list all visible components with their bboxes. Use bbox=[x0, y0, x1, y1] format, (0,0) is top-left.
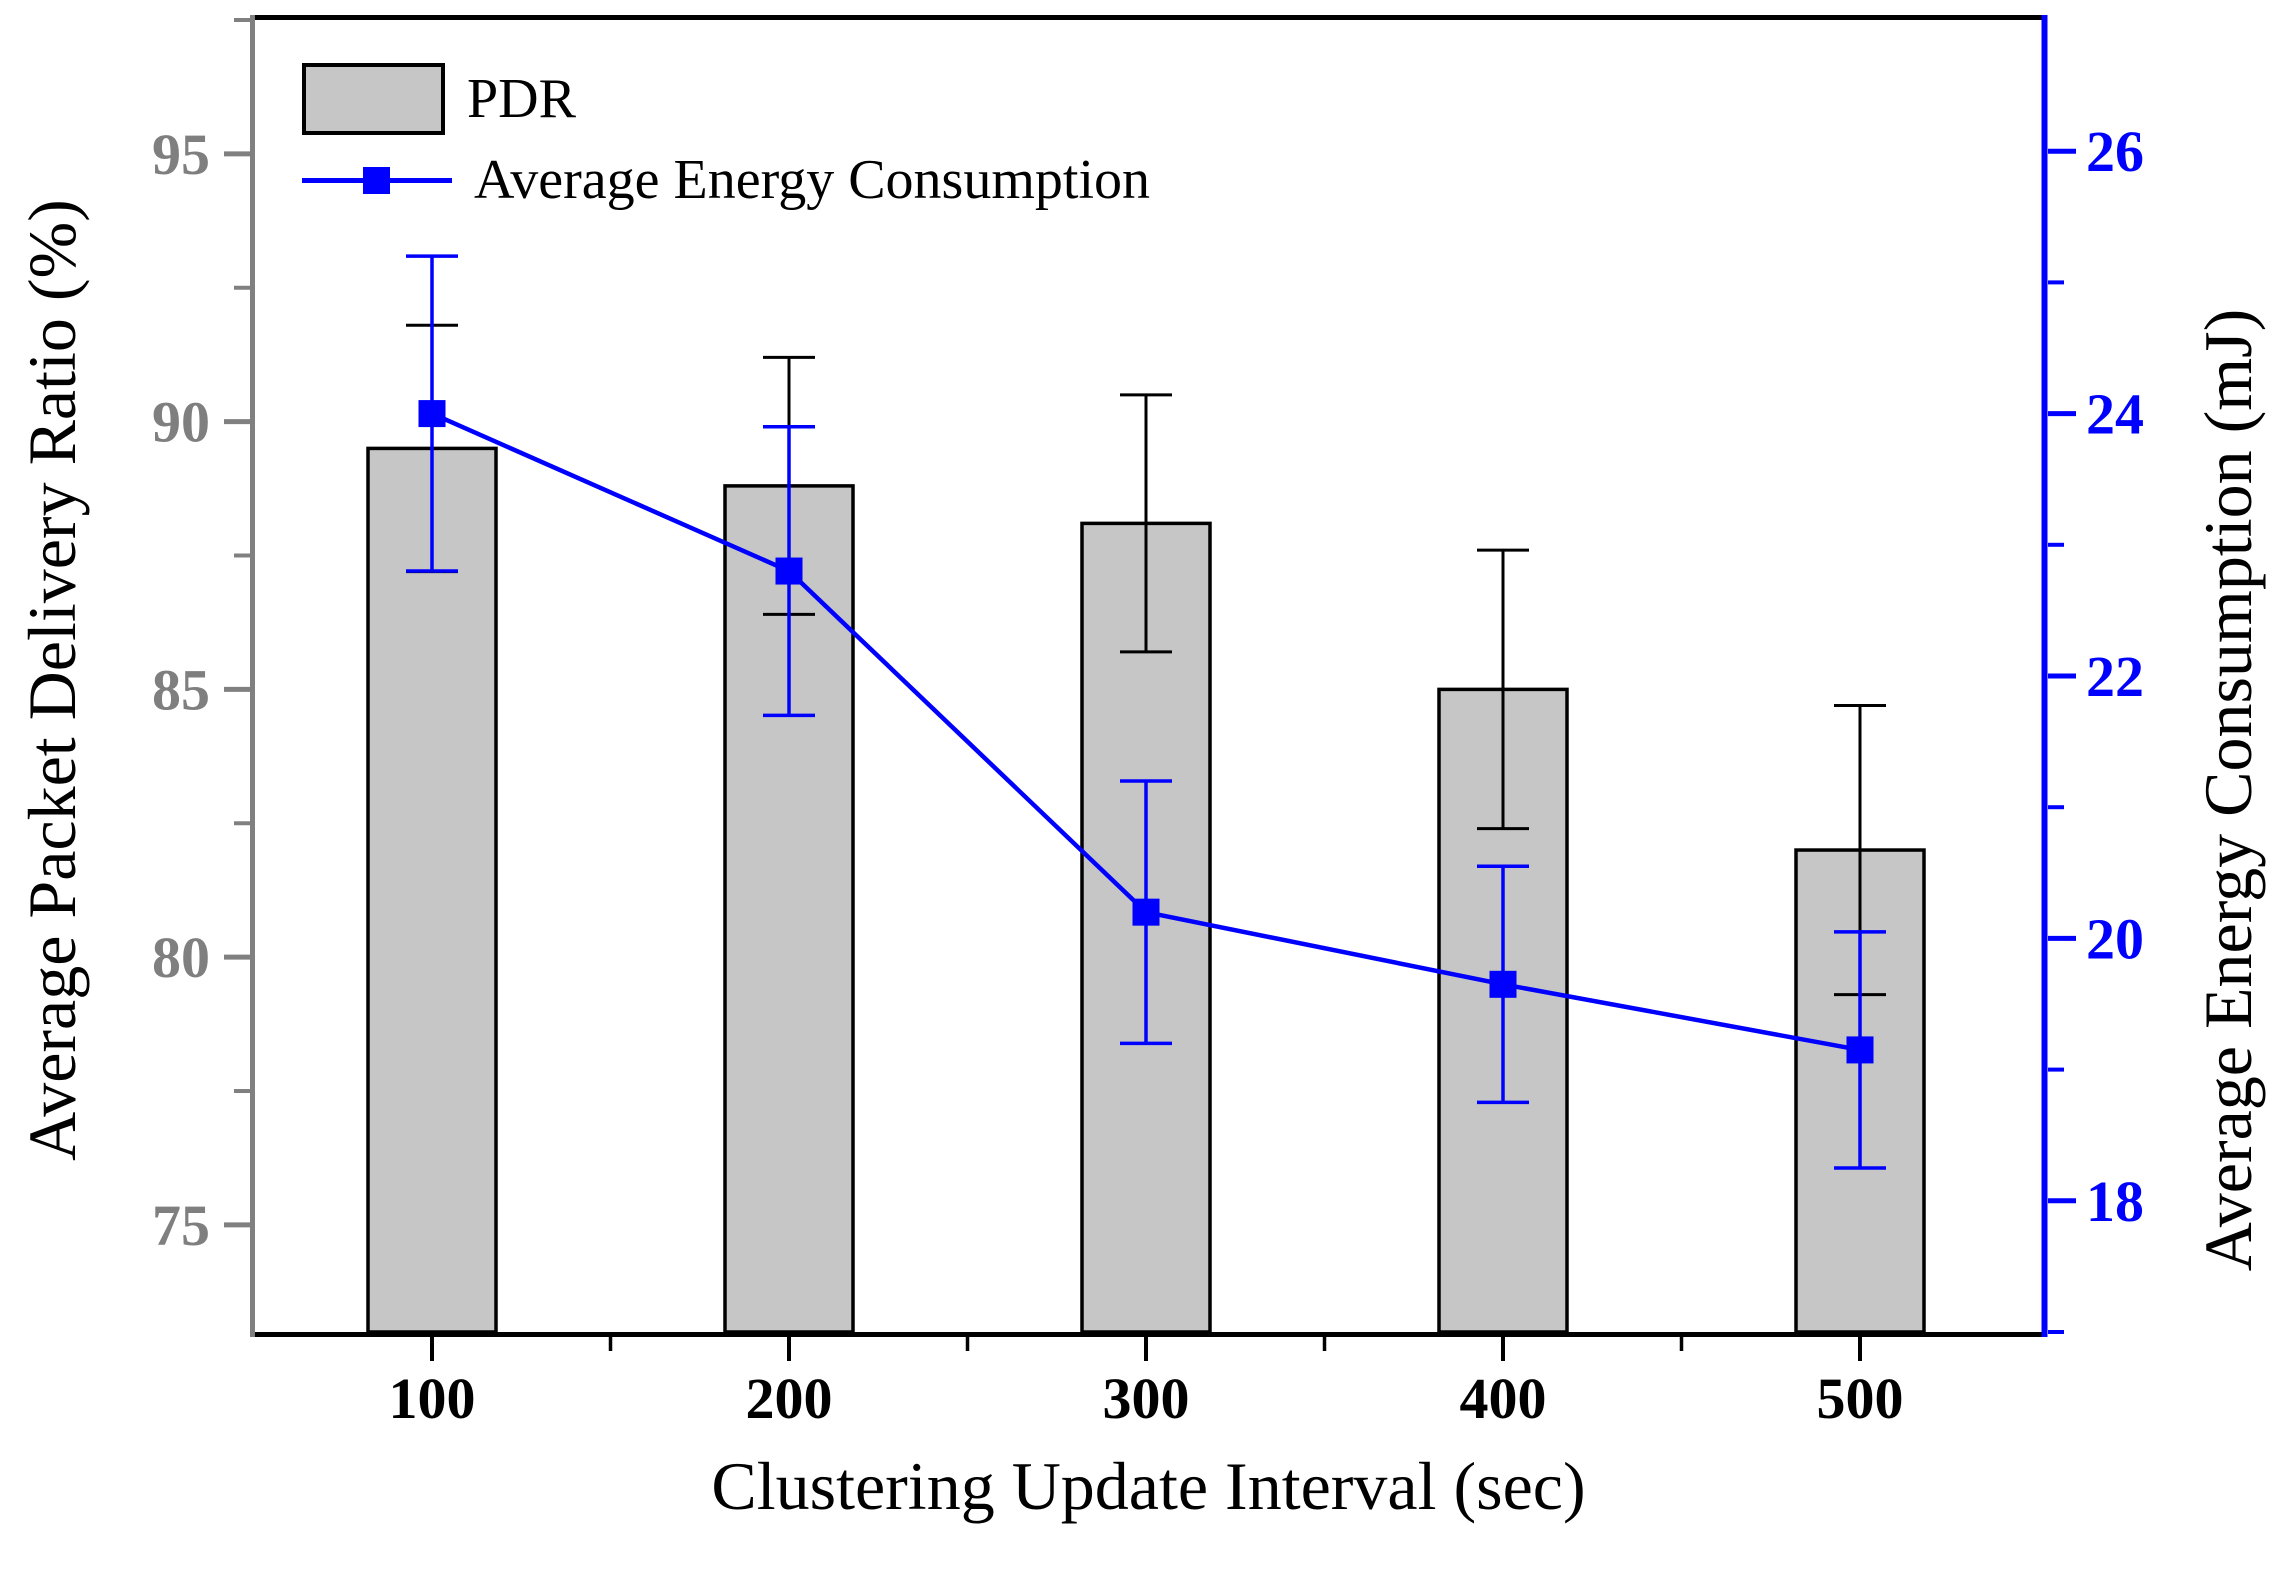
legend-label-energy: Average Energy Consumption bbox=[474, 149, 1151, 211]
energy-marker bbox=[418, 400, 446, 428]
y-axis-title-left: Average Packet Delivery Ratio (%) bbox=[14, 199, 90, 1161]
left-tick-label: 90 bbox=[152, 390, 210, 455]
legend: PDR Average Energy Consumption bbox=[302, 63, 1150, 216]
left-tick-label: 75 bbox=[152, 1193, 210, 1258]
x-tick-label: 300 bbox=[1103, 1366, 1190, 1431]
right-tick-label: 18 bbox=[2086, 1169, 2144, 1234]
left-tick-label: 80 bbox=[152, 925, 210, 990]
energy-marker bbox=[1846, 1036, 1874, 1064]
legend-item-pdr: PDR bbox=[302, 63, 1150, 135]
energy-marker bbox=[1132, 898, 1160, 926]
y-axis-title-right: Average Energy Consumption (mJ) bbox=[2190, 308, 2266, 1272]
legend-item-energy: Average Energy Consumption bbox=[302, 144, 1150, 216]
energy-marker bbox=[775, 557, 803, 585]
right-tick-label: 24 bbox=[2086, 382, 2144, 447]
energy-marker bbox=[1489, 970, 1517, 998]
x-tick-label: 200 bbox=[746, 1366, 833, 1431]
legend-square-marker-icon bbox=[363, 167, 390, 194]
left-tick-label: 85 bbox=[152, 657, 210, 722]
x-tick-label: 100 bbox=[389, 1366, 476, 1431]
x-tick-label: 400 bbox=[1460, 1366, 1547, 1431]
pdr-bar bbox=[366, 446, 498, 1334]
left-tick-label: 95 bbox=[152, 122, 210, 187]
legend-line-marker bbox=[302, 144, 452, 216]
right-tick-label: 22 bbox=[2086, 644, 2144, 709]
legend-label-pdr: PDR bbox=[467, 68, 576, 130]
right-tick-label: 20 bbox=[2086, 906, 2144, 971]
x-axis-title: Clustering Update Interval (sec) bbox=[711, 1448, 1586, 1524]
right-tick-label: 26 bbox=[2086, 119, 2144, 184]
legend-bar-swatch bbox=[302, 63, 445, 135]
x-tick-label: 500 bbox=[1817, 1366, 1904, 1431]
